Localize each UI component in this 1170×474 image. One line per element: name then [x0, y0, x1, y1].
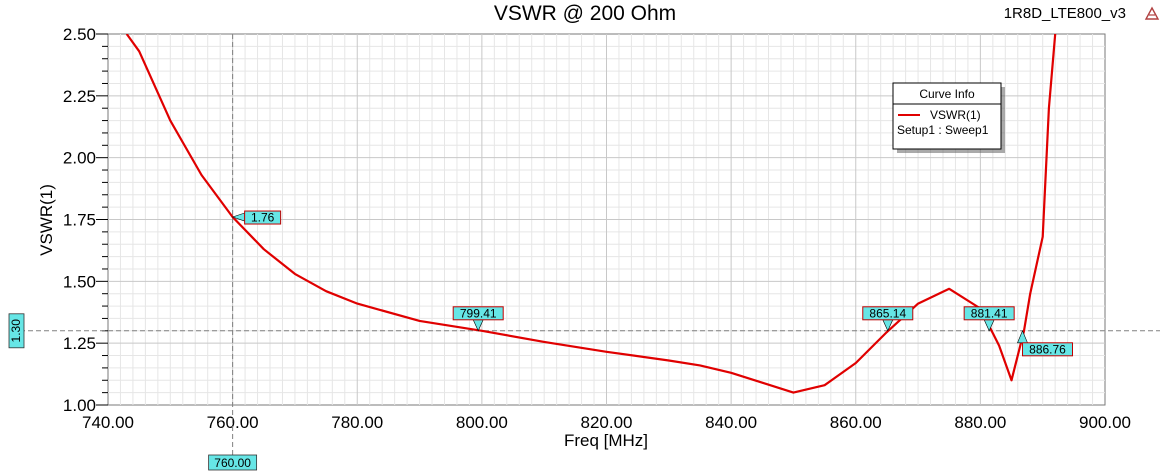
marker-layer: 1.76 799.41 865.14 881.41 886.76	[231, 210, 1073, 357]
cursor-x-text: 760.00	[214, 456, 251, 470]
marker-label: 1.76	[231, 210, 282, 225]
cursor-y-label: 1.30	[8, 313, 25, 349]
ansys-logo-icon	[1144, 6, 1160, 20]
marker-text: 799.41	[460, 306, 497, 320]
marker-label: 881.41	[963, 306, 1015, 332]
y-tick-label: 2.50	[63, 25, 96, 44]
x-tick-label: 900.00	[1079, 413, 1131, 432]
y-axis-ticks: 1.00 1.25 1.50 1.75 2.00 2.25 2.50	[63, 25, 96, 415]
marker-text: 886.76	[1029, 342, 1066, 356]
x-tick-label: 840.00	[705, 413, 757, 432]
cursor-y-text: 1.30	[9, 319, 23, 343]
marker-box	[244, 210, 282, 225]
x-axis-ticks: 740.00 760.00 780.00 800.00 820.00 840.00 860.…	[82, 413, 1131, 432]
y-tick-label: 2.25	[63, 87, 96, 106]
x-tick-label: 860.00	[830, 413, 882, 432]
series-line	[125, 34, 1057, 394]
legend-entry: VSWR(1)	[930, 108, 981, 122]
marker-label: 799.41	[452, 306, 504, 332]
legend-box[interactable]: Curve Info VSWR(1) Setup1 : Sweep1	[892, 82, 1005, 153]
x-axis-label: Freq [MHz]	[564, 431, 648, 450]
x-tick-label: 880.00	[954, 413, 1006, 432]
marker-text: 1.76	[251, 211, 275, 225]
y-tick-label: 1.00	[63, 396, 96, 415]
series-layer	[125, 34, 1057, 394]
cursor-x-box	[208, 454, 258, 471]
legend-setup: Setup1 : Sweep1	[897, 123, 989, 137]
x-tick-label: 800.00	[456, 413, 508, 432]
marker-label: 886.76	[1017, 330, 1073, 357]
x-tick-label: 780.00	[331, 413, 383, 432]
y-tick-label: 1.50	[63, 272, 96, 291]
y-axis-label: VSWR(1)	[37, 184, 56, 256]
y-tick-label: 2.00	[63, 149, 96, 168]
cursor-x-label: 760.00	[208, 454, 258, 471]
y-tick-label: 1.25	[63, 334, 96, 353]
marker-box	[452, 306, 504, 321]
marker-text: 865.14	[869, 306, 906, 320]
legend-title: Curve Info	[919, 87, 975, 101]
marker-box	[1021, 342, 1073, 357]
marker-text: 881.41	[971, 306, 1008, 320]
marker-box	[862, 306, 914, 321]
chart-title: VSWR @ 200 Ohm	[494, 2, 676, 25]
marker-label: 865.14	[862, 306, 914, 332]
y-tick-label: 1.75	[63, 211, 96, 230]
y-minor-ticks	[96, 33, 108, 406]
x-tick-label: 740.00	[82, 413, 134, 432]
cursor-y-box	[8, 313, 25, 349]
cursor-lines[interactable]	[20, 34, 1160, 456]
project-name: 1R8D_LTE800_v3	[1004, 5, 1126, 22]
marker-box	[963, 306, 1015, 321]
x-tick-label: 820.00	[581, 413, 633, 432]
cursor-labels[interactable]: 760.00 1.30	[8, 313, 258, 471]
